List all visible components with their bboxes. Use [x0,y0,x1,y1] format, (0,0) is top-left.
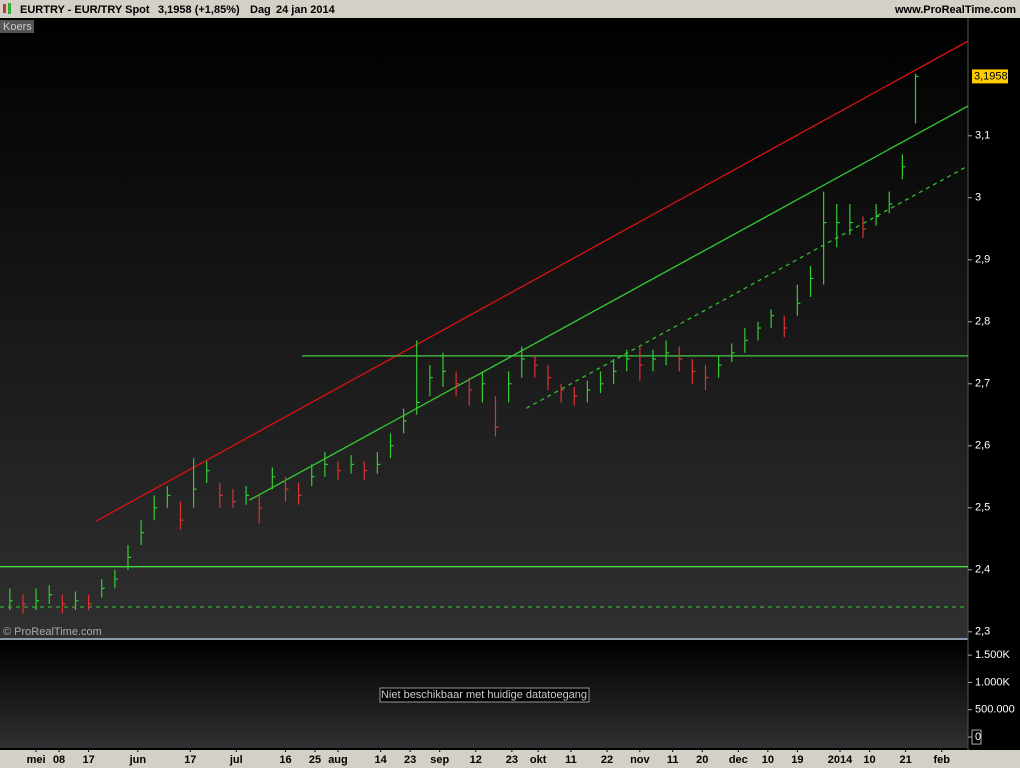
y-tick-label: 0 [975,731,981,743]
x-tick-label: 20 [696,754,708,766]
x-tick-label: 23 [404,754,416,766]
header-bar [0,0,1020,18]
x-tick-label: 21 [900,754,912,766]
period: Dag [250,4,271,16]
price-panel [0,18,968,638]
x-tick-label: 16 [279,754,291,766]
x-tick-label: 11 [565,754,577,766]
tick-box [971,729,982,745]
x-tick-label: 2014 [828,754,853,766]
quote: 3,1958 (+1,85%) [158,4,240,16]
x-tick-label: okt [530,754,547,766]
trend-line [95,40,969,522]
x-tick-label: 19 [791,754,803,766]
annotation-box [379,687,590,703]
x-tick-label: 14 [375,754,388,766]
y-tick-label: 2,3 [975,626,990,638]
x-tick-label: 10 [863,754,875,766]
x-tick-label: 22 [601,754,613,766]
x-tick-label: 17 [184,754,196,766]
y-tick-label: 2,4 [975,564,990,576]
price-tag-box [972,69,1008,84]
x-tick-label: 25 [309,754,321,766]
y-tick-label: 2,8 [975,316,990,328]
symbol: EURTRY - EUR/TRY Spot [20,4,150,16]
annotation: Niet beschikbaar met huidige datatoegang [381,689,587,701]
y-tick-label: 1.500K [975,649,1011,661]
x-tick-label: sep [430,754,449,766]
icon [8,3,11,14]
y-tick-label: 2,5 [975,502,990,514]
y-tick-label: 2,7 [975,378,990,390]
x-tick-label: aug [328,754,348,766]
y-tick-label: 2,6 [975,440,990,452]
y-tick-label: 3,1 [975,130,990,142]
x-tick-label: jun [129,754,147,766]
x-tick-label: jul [229,754,243,766]
x-tick-label: 12 [470,754,482,766]
x-tick-label: 23 [506,754,518,766]
icon [3,4,6,13]
site: www.ProRealTime.com [894,4,1016,16]
credit: © ProRealTime.com [3,626,102,638]
x-tick-label: feb [933,754,950,766]
x-tick-label: nov [630,754,650,766]
date: 24 jan 2014 [276,4,336,16]
y-tick-label: 2,9 [975,254,990,266]
x-tick-label: dec [729,754,748,766]
x-axis-bar [0,750,1020,768]
x-tick-label: 10 [762,754,774,766]
price-tag: 3,1958 [974,70,1008,82]
y-tick-label: 1.000K [975,676,1011,688]
x-tick-label: mei [27,754,46,766]
panel-label: Koers [3,21,32,33]
label-box [0,20,34,33]
x-tick-label: 08 [53,754,65,766]
x-tick-label: 17 [82,754,94,766]
x-tick-label: 11 [667,754,679,766]
y-tick-label: 500.000 [975,704,1015,716]
y-tick-label: 3 [975,192,981,204]
trend-line [526,165,969,409]
trend-line [249,105,969,501]
